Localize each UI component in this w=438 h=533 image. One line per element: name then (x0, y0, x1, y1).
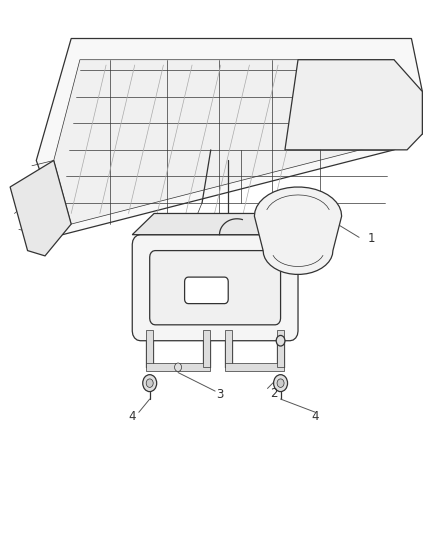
Polygon shape (149, 251, 280, 325)
Polygon shape (146, 330, 153, 367)
Text: 2: 2 (269, 387, 276, 400)
Polygon shape (184, 277, 228, 304)
Polygon shape (276, 330, 283, 367)
Circle shape (273, 375, 287, 392)
Circle shape (142, 375, 156, 392)
Circle shape (276, 379, 283, 387)
Circle shape (174, 363, 181, 372)
Polygon shape (254, 187, 341, 274)
Polygon shape (224, 330, 231, 367)
Circle shape (276, 335, 284, 346)
Polygon shape (284, 60, 421, 150)
Polygon shape (202, 330, 209, 367)
Text: 4: 4 (311, 410, 318, 423)
Polygon shape (10, 160, 71, 256)
Polygon shape (146, 363, 209, 372)
Text: 1: 1 (367, 232, 374, 245)
Polygon shape (132, 214, 319, 235)
Polygon shape (36, 38, 421, 235)
Text: 4: 4 (128, 410, 136, 423)
Polygon shape (224, 363, 283, 372)
Polygon shape (53, 60, 406, 224)
Polygon shape (132, 235, 297, 341)
Circle shape (146, 379, 153, 387)
Text: 3: 3 (215, 389, 223, 401)
